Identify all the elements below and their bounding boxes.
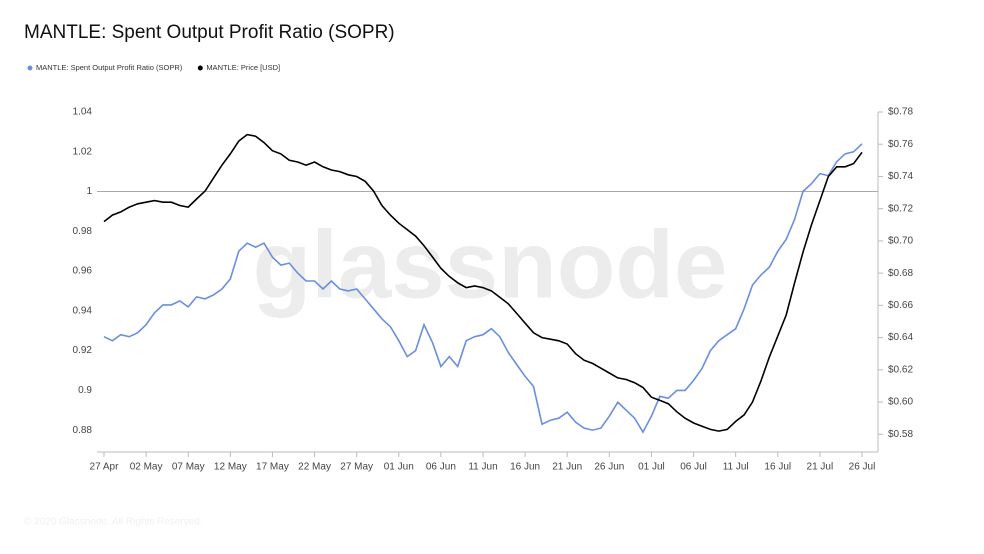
y2-tick-label: $0.64 [888,332,913,343]
x-tick-label: 22 May [298,462,331,473]
legend-marker [27,65,33,71]
x-tick-label: 07 May [172,462,205,473]
y-tick-label: 0.9 [78,385,92,396]
x-tick-label: 21 Jun [552,462,582,473]
y-tick-label: 0.92 [73,345,93,356]
legend-label: MANTLE: Price [USD] [206,63,280,72]
x-tick-label: 11 Jul [723,462,749,473]
y2-tick-label: $0.76 [888,139,913,150]
legend-marker [197,65,203,71]
y-tick-label: 0.88 [73,425,93,436]
y-tick-label: 0.98 [73,226,93,237]
series-line [103,133,863,432]
y2-tick-label: $0.78 [888,107,913,118]
x-tick-label: 01 Jul [638,462,665,473]
x-tick-label: 16 Jun [510,462,540,473]
y-tick-label: 0.96 [73,266,93,277]
y2-tick-label: $0.60 [888,397,913,408]
y-tick-label: 1.04 [73,107,93,118]
x-tick-label: 12 May [214,462,247,473]
x-tick-label: 16 Jul [764,462,791,473]
y2-tick-label: $0.62 [888,364,913,375]
y-tick-label: 0.94 [73,305,93,316]
x-tick-label: 01 Jun [384,462,414,473]
watermark: glassnode [253,211,728,318]
y-tick-label: 1 [86,186,92,197]
y2-tick-label: $0.74 [888,171,913,182]
x-tick-label: 17 May [256,462,289,473]
x-tick-label: 27 Apr [90,462,120,473]
y2-tick-label: $0.66 [888,300,913,311]
x-tick-label: 26 Jun [594,462,624,473]
x-tick-label: 11 Jun [468,462,497,473]
x-tick-label: 02 May [130,462,163,473]
series-line [103,143,863,434]
x-tick-label: 26 Jul [849,462,876,473]
chart-title: MANTLE: Spent Output Profit Ratio (SOPR) [24,22,395,43]
legend-label: MANTLE: Spent Output Profit Ratio (SOPR) [36,63,183,72]
y2-tick-label: $0.72 [888,203,913,214]
x-tick-label: 06 Jul [680,462,707,473]
x-tick-label: 21 Jul [807,462,834,473]
y2-tick-label: $0.58 [888,429,913,440]
y2-tick-label: $0.68 [888,268,913,279]
x-tick-label: 27 May [340,462,373,473]
footer: © 2020 Glassnode. All Rights Reserved. [24,517,203,528]
x-tick-label: 06 Jun [426,462,456,473]
y2-tick-label: $0.70 [888,236,913,247]
y-tick-label: 1.02 [73,146,93,157]
